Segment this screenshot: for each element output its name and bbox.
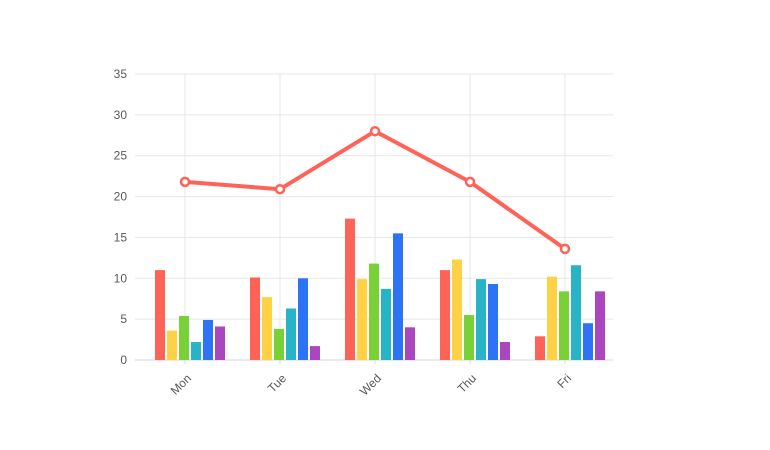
bar-bar-series-5-wed[interactable]: [393, 233, 403, 360]
bar-bar-series-5-thu[interactable]: [488, 284, 498, 360]
y-axis-tick-label: 35: [114, 67, 128, 81]
y-axis-tick-label: 10: [114, 271, 128, 285]
x-axis-tick-label: Wed: [357, 371, 384, 398]
y-axis-tick-label: 0: [120, 353, 127, 367]
bar-bar-series-5-mon[interactable]: [203, 319, 213, 360]
line-marker-thu[interactable]: [464, 176, 476, 188]
bar-bar-series-3-wed[interactable]: [369, 263, 379, 360]
bar-bar-series-3-mon[interactable]: [179, 315, 189, 360]
x-axis-tick-label: Fri: [554, 371, 574, 391]
bar-bar-series-1-thu[interactable]: [440, 270, 450, 360]
bar-bar-series-2-mon[interactable]: [167, 330, 177, 360]
bar-bar-series-6-wed[interactable]: [405, 327, 415, 360]
bar-bar-series-4-wed[interactable]: [381, 288, 391, 360]
y-axis-tick-label: 30: [114, 108, 128, 122]
y-axis-tick-label: 5: [120, 312, 127, 326]
line-marker-mon[interactable]: [179, 176, 191, 188]
bar-bar-series-1-wed[interactable]: [345, 218, 355, 360]
x-axis-tick-label: Thu: [455, 371, 480, 396]
line-marker-wed[interactable]: [369, 125, 381, 137]
bar-bar-series-4-tue[interactable]: [286, 308, 296, 360]
bar-bar-series-2-wed[interactable]: [357, 279, 367, 360]
x-axis-tick-label: Mon: [168, 371, 194, 397]
bar-bar-series-2-fri[interactable]: [547, 276, 557, 360]
bar-bar-series-5-tue[interactable]: [298, 278, 308, 360]
bar-bar-series-2-thu[interactable]: [452, 259, 462, 360]
bar-bar-series-2-tue[interactable]: [262, 297, 272, 360]
y-axis-tick-label: 15: [114, 230, 128, 244]
bar-bar-series-3-thu[interactable]: [464, 315, 474, 360]
line-marker-fri[interactable]: [559, 243, 571, 255]
bar-bar-series-6-thu[interactable]: [500, 342, 510, 360]
bar-bar-series-6-fri[interactable]: [595, 291, 605, 360]
bar-bar-series-3-fri[interactable]: [559, 291, 569, 360]
y-axis-tick-label: 20: [114, 190, 128, 204]
bar-bar-series-6-mon[interactable]: [215, 326, 225, 360]
y-axis-tick-label: 25: [114, 149, 128, 163]
bar-bar-series-1-fri[interactable]: [535, 336, 545, 360]
bar-bar-series-6-tue[interactable]: [310, 346, 320, 360]
bar-bar-series-5-fri[interactable]: [583, 323, 593, 360]
bar-bar-series-4-thu[interactable]: [476, 279, 486, 360]
bar-bar-series-3-tue[interactable]: [274, 328, 284, 360]
bar-bar-series-4-fri[interactable]: [571, 265, 581, 360]
bar-bar-series-1-tue[interactable]: [250, 277, 260, 360]
line-marker-tue[interactable]: [274, 183, 286, 195]
bar-bar-series-1-mon[interactable]: [155, 270, 165, 360]
x-axis-tick-label: Tue: [265, 371, 289, 395]
bar-bar-series-4-mon[interactable]: [191, 342, 201, 360]
